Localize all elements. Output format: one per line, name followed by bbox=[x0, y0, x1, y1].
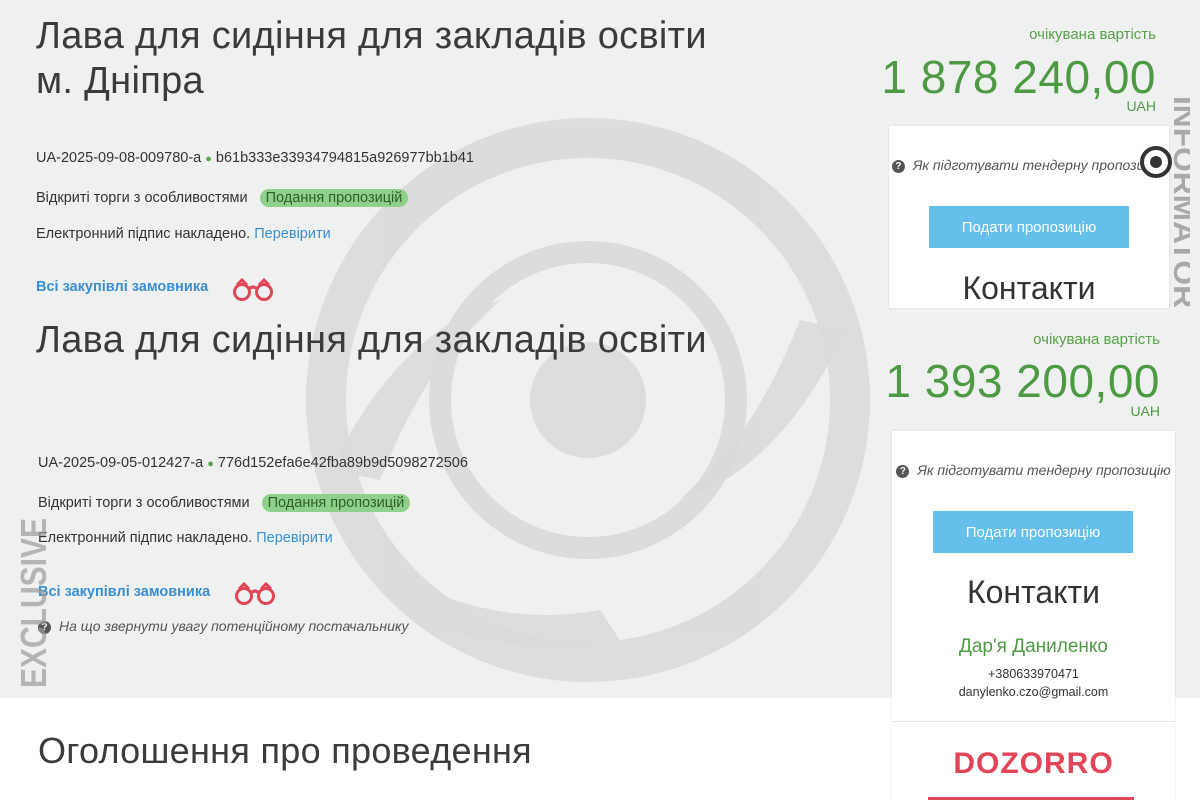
exclusive-watermark: EXCLUSIVE bbox=[13, 518, 50, 688]
contacts-title: Контакти bbox=[962, 270, 1096, 306]
binoculars-icon[interactable] bbox=[233, 582, 277, 606]
submit-bid-button[interactable]: Подати пропозицію bbox=[933, 511, 1133, 553]
tender-hash: 776d152efa6e42fba89b9d5098272506 bbox=[217, 455, 468, 471]
procedure-type: Відкриті торги з особливостями bbox=[36, 190, 248, 206]
howto-link[interactable]: ? Як підготувати тендерну пропозицію bbox=[892, 459, 1175, 481]
question-circle-icon: ? bbox=[891, 160, 905, 173]
signature-text: Електронний підпис накладено. bbox=[38, 530, 253, 546]
binoculars-icon[interactable] bbox=[231, 278, 275, 302]
verify-link[interactable]: Перевірити bbox=[254, 226, 331, 242]
attention-note-text: На що звернути увагу потенційному постач… bbox=[59, 618, 409, 634]
tender-title: Лава для сидіння для закладів освіти bbox=[36, 318, 707, 363]
status-badge: Подання пропозицій bbox=[259, 189, 409, 207]
tender-title-line1: Лава для сидіння для закладів освіти bbox=[36, 319, 707, 361]
tender-title-line1: Лава для сидіння для закладів освіти bbox=[36, 15, 707, 57]
dot-icon: ● bbox=[207, 458, 214, 470]
expected-amount: 1 393 200,00 bbox=[885, 355, 1160, 407]
question-circle-icon: ? bbox=[896, 465, 910, 478]
panel-divider bbox=[892, 721, 1175, 722]
howto-link[interactable]: ? Як підготувати тендерну пропозицію bbox=[889, 154, 1169, 176]
currency-label: UAH bbox=[1126, 98, 1156, 114]
howto-text: Як підготувати тендерну пропозицію bbox=[912, 157, 1167, 173]
attention-note[interactable]: ? На що звернути увагу потенційному поста… bbox=[38, 618, 409, 634]
dozorro-logo[interactable]: DOZORRO bbox=[953, 747, 1114, 780]
announcement-title: Оголошення про проведення bbox=[38, 730, 532, 771]
tender-title-line2: м. Дніпра bbox=[36, 60, 204, 102]
question-circle-icon: ? bbox=[38, 621, 51, 634]
submit-bid-button[interactable]: Подати пропозицію bbox=[929, 206, 1129, 248]
bid-panel: ? Як підготувати тендерну пропозицію Пода… bbox=[892, 431, 1175, 800]
tender-id-row: UA-2025-09-08-009780-a ● b61b333e339347948… bbox=[36, 150, 474, 166]
exclusive-watermark-text: EXCLUSIVE bbox=[13, 518, 50, 688]
expected-amount: 1 878 240,00 bbox=[881, 51, 1156, 103]
procedure-row: Відкриті торги з особливостями Подання пр… bbox=[36, 189, 409, 207]
dozorro-underline bbox=[928, 797, 1134, 800]
tender-id-row: UA-2025-09-05-012427-a ● 776d152efa6e42fba… bbox=[38, 455, 468, 471]
contact-phone[interactable]: +380633970471 bbox=[988, 667, 1079, 681]
tender-hash: b61b333e33934794815a926977bb1b41 bbox=[215, 150, 474, 166]
currency-label: UAH bbox=[1130, 403, 1160, 419]
procedure-type: Відкриті торги з особливостями bbox=[38, 495, 250, 511]
dot-icon: ● bbox=[205, 153, 212, 165]
expected-value-label: очікувана вартість bbox=[1033, 331, 1160, 348]
signature-row: Електронний підпис накладено. Перевірити bbox=[36, 226, 331, 242]
bid-panel: ? Як підготувати тендерну пропозицію Пода… bbox=[889, 126, 1169, 308]
status-badge: Подання пропозицій bbox=[261, 494, 411, 512]
tender-id: UA-2025-09-05-012427-a bbox=[38, 455, 204, 471]
expected-value-label: очікувана вартість bbox=[1029, 26, 1156, 43]
signature-text: Електронний підпис накладено. bbox=[36, 226, 251, 242]
contacts-title: Контакти bbox=[966, 574, 1101, 610]
verify-link[interactable]: Перевірити bbox=[256, 530, 333, 546]
informator-watermark-text: INFORMATOR bbox=[1167, 96, 1190, 308]
tender-title: Лава для сидіння для закладів освіти м. … bbox=[36, 14, 707, 104]
contact-name: Дар'я Даниленко bbox=[959, 636, 1108, 657]
procedure-row: Відкриті торги з особливостями Подання пр… bbox=[38, 494, 411, 512]
contact-email[interactable]: danylenko.czo@gmail.com bbox=[958, 685, 1109, 699]
signature-row: Електронний підпис накладено. Перевірити bbox=[38, 530, 333, 546]
informator-watermark: INFORMATOR bbox=[1140, 96, 1190, 308]
all-purchases-link[interactable]: Всі закупівлі замовника bbox=[36, 279, 209, 295]
tender-id: UA-2025-09-08-009780-a bbox=[36, 150, 202, 166]
all-purchases-link[interactable]: Всі закупівлі замовника bbox=[38, 584, 211, 600]
howto-text: Як підготувати тендерну пропозицію bbox=[917, 462, 1171, 478]
